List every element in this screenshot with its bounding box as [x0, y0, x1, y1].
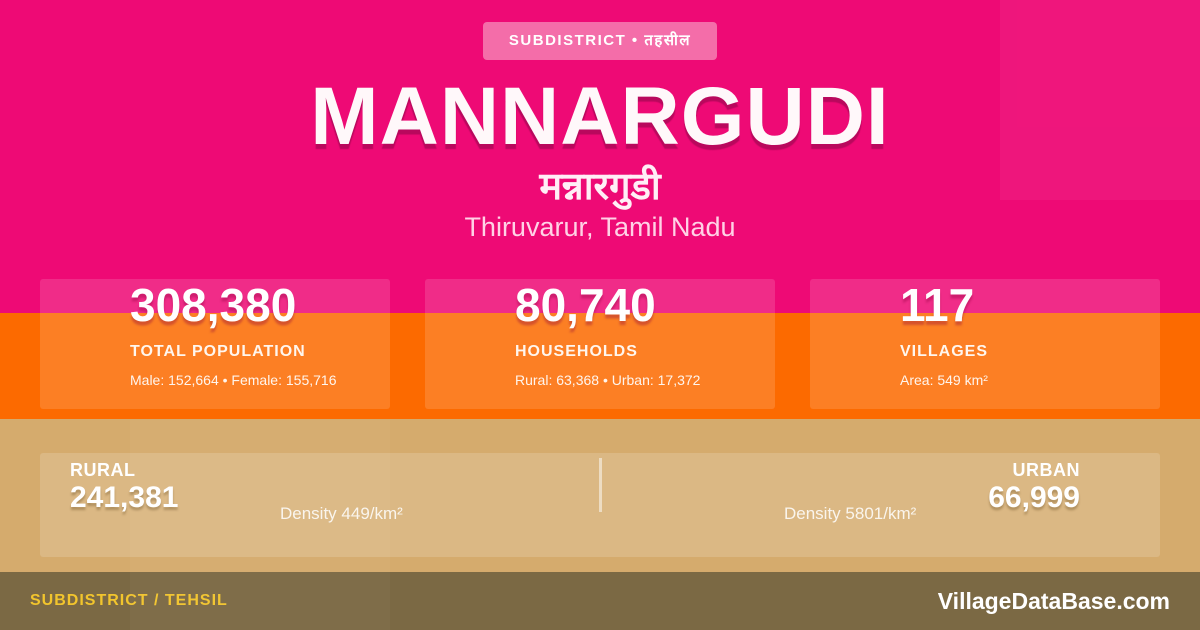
rural-urban-panel: RURAL 241,381 Density 449/km² Density 58… [40, 453, 1160, 557]
rural-block: RURAL 241,381 [70, 459, 178, 515]
urban-density: Density 5801/km² [784, 504, 917, 523]
page-title-hindi: मन्नारगुडी [539, 166, 661, 208]
stats-row: 308,380 TOTAL POPULATION Male: 152,664 •… [40, 279, 1160, 409]
rural-density: Density 449/km² [280, 504, 403, 523]
footer-type-label: SUBDISTRICT / TEHSIL [30, 592, 228, 609]
stat-label: TOTAL POPULATION [130, 343, 306, 360]
stat-detail: Rural: 63,368 • Urban: 17,372 [515, 372, 701, 388]
divider [599, 458, 602, 512]
rural-value: 241,381 [70, 481, 179, 514]
stat-label: VILLAGES [900, 343, 989, 360]
footer-site-link[interactable]: VillageDataBase.com [937, 587, 1170, 614]
urban-label: URBAN [1012, 460, 1080, 480]
stat-label: HOUSEHOLDS [515, 343, 638, 360]
stat-card-households: 80,740 HOUSEHOLDS Rural: 63,368 • Urban:… [425, 279, 775, 409]
rural-label: RURAL [70, 460, 136, 480]
stat-detail: Area: 549 km² [900, 372, 988, 388]
location-subtitle: Thiruvarur, Tamil Nadu [464, 212, 736, 242]
stat-card-villages: 117 VILLAGES Area: 549 km² [810, 279, 1160, 409]
page-title: MANNARGUDI [310, 71, 890, 162]
stat-value: 117 [900, 279, 975, 331]
footer-bar: SUBDISTRICT / TEHSIL VillageDataBase.com [0, 572, 1200, 630]
stats-band-background [0, 313, 1200, 419]
hero-section: SUBDISTRICT • तहसील MANNARGUDI मन्नारगुड… [0, 0, 1200, 313]
stat-detail: Male: 152,664 • Female: 155,716 [130, 372, 337, 388]
urban-block: URBAN 66,999 [988, 459, 1080, 515]
rural-urban-band: RURAL 241,381 Density 449/km² Density 58… [0, 419, 1200, 572]
stat-value: 308,380 [130, 279, 297, 331]
urban-value: 66,999 [988, 481, 1080, 514]
stat-card-total-population: 308,380 TOTAL POPULATION Male: 152,664 •… [40, 279, 390, 409]
stat-value: 80,740 [515, 279, 656, 331]
subdistrict-badge: SUBDISTRICT • तहसील [482, 22, 718, 60]
